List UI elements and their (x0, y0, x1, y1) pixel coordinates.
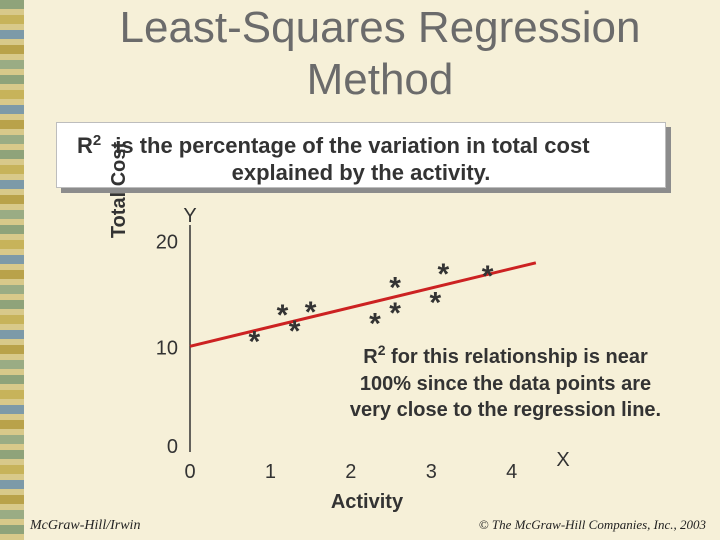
strip-block (0, 270, 24, 279)
definition-text-line2: explained by the activity. (231, 160, 491, 185)
strip-block (0, 135, 24, 144)
strip-block (0, 90, 24, 99)
definition-superscript: 2 (92, 132, 102, 149)
strip-block (0, 255, 24, 264)
footer-publisher: McGraw-Hill/Irwin (30, 518, 141, 533)
definition-r: R (77, 133, 93, 158)
strip-block (0, 300, 24, 309)
note-text-line1: for this relationship is near (391, 346, 648, 368)
y-tick-label: 20 (156, 232, 178, 254)
x-tick-label: 3 (426, 461, 437, 483)
note-line3: very close to the regression line. (349, 399, 662, 421)
note-line1: R2 for this relationship is near (318, 342, 693, 371)
slide-title-line2: Method (306, 55, 454, 104)
note-superscript: 2 (377, 342, 386, 358)
strip-block (0, 375, 24, 384)
strip-block (0, 345, 24, 354)
note-line2: 100% since the data points are (359, 373, 652, 395)
strip-block (0, 0, 24, 9)
y-axis-title: Total Cost (108, 141, 130, 239)
data-point: * (438, 258, 450, 291)
data-point: * (429, 287, 441, 320)
strip-block (0, 195, 24, 204)
slide-title-line1: Least-Squares Regression (119, 3, 641, 52)
definition-box: R2 is the percentage of the variation in … (56, 122, 666, 188)
definition-line1: R2 is the percentage of the variation in … (77, 132, 590, 159)
data-point: * (482, 260, 494, 293)
regression-line (189, 261, 537, 348)
x-tick-label: 0 (184, 461, 195, 483)
strip-block (0, 285, 24, 294)
strip-block (0, 525, 24, 534)
y-tick-label: 10 (156, 337, 178, 359)
r-squared-note: R2 for this relationship is near 100% si… (318, 342, 693, 423)
data-point: * (369, 308, 381, 341)
strip-block (0, 510, 24, 519)
data-point: * (289, 315, 301, 348)
strip-block (0, 330, 24, 339)
strip-block (0, 435, 24, 444)
strip-block (0, 210, 24, 219)
strip-block (0, 465, 24, 474)
strip-block (0, 165, 24, 174)
strip-block (0, 360, 24, 369)
strip-block (0, 405, 24, 414)
data-point: * (389, 297, 401, 330)
strip-block (0, 15, 24, 24)
data-point: * (389, 272, 401, 305)
strip-block (0, 390, 24, 399)
data-point: * (277, 299, 289, 332)
x-tick-label: 1 (265, 461, 276, 483)
strip-block (0, 240, 24, 249)
x-axis-letter: X (556, 449, 569, 471)
y-tick-label: 0 (167, 436, 178, 458)
strip-block (0, 315, 24, 324)
strip-block (0, 480, 24, 489)
strip-block (0, 30, 24, 39)
decorative-left-strip (0, 0, 24, 540)
x-axis-title: Activity (331, 491, 404, 513)
strip-block (0, 495, 24, 504)
data-point: * (305, 296, 317, 329)
strip-block (0, 45, 24, 54)
strip-block (0, 150, 24, 159)
strip-block (0, 105, 24, 114)
strip-block (0, 75, 24, 84)
y-axis-letter: Y (183, 205, 196, 227)
strip-block (0, 420, 24, 429)
strip-block (0, 120, 24, 129)
definition-text-line1: is the percentage of the variation in to… (115, 133, 590, 158)
x-tick-label: 2 (345, 461, 356, 483)
note-r: R (363, 346, 378, 368)
strip-block (0, 450, 24, 459)
x-tick-label: 4 (506, 461, 517, 483)
strip-block (0, 180, 24, 189)
footer-copyright: © The McGraw-Hill Companies, Inc., 2003 (478, 517, 706, 532)
data-point: * (249, 326, 261, 359)
strip-block (0, 60, 24, 69)
strip-block (0, 225, 24, 234)
slide-title: Least-Squares Regression Method (40, 2, 720, 106)
